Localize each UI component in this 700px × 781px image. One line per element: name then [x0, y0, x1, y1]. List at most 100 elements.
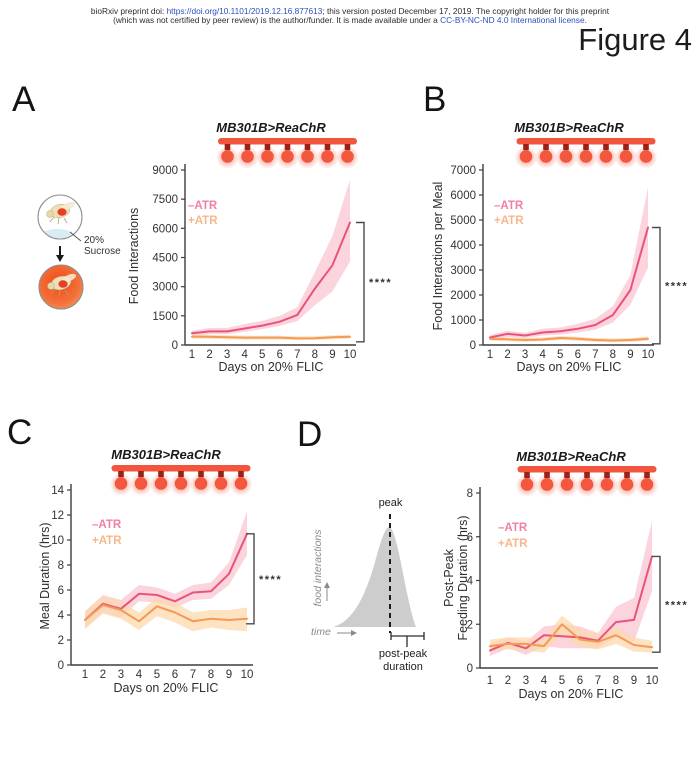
- led-connector-icon: [564, 472, 570, 479]
- x-tick-label: 10: [642, 349, 655, 361]
- led-bulb-icon: [519, 150, 533, 163]
- band-minus-atr: [192, 179, 350, 337]
- led-bulb-icon: [620, 478, 634, 491]
- panel-c-x-axis-label: Days on 20% FLIC: [113, 681, 219, 695]
- chart-panel-B: [479, 164, 661, 346]
- license-link[interactable]: CC-BY-NC-ND 4.0 International license: [440, 15, 585, 25]
- led-connector-icon: [603, 144, 609, 151]
- x-tick-label: 7: [595, 675, 601, 687]
- led-strip: [216, 138, 359, 169]
- y-tick-label: 7000: [450, 165, 476, 177]
- significance-bracket: [246, 533, 255, 625]
- led-strip: [515, 466, 659, 497]
- x-tick-label: 7: [592, 349, 598, 361]
- led-connector-icon: [118, 471, 124, 478]
- x-tick-label: 6: [277, 349, 283, 361]
- y-tick-label: 6000: [152, 223, 178, 235]
- x-tick-label: 7: [190, 669, 196, 681]
- x-tick-label: 2: [504, 349, 510, 361]
- x-tick-label: 1: [487, 675, 493, 687]
- doi-link[interactable]: https://doi.org/10.1101/2019.12.16.87761…: [166, 6, 323, 16]
- led-bulb-icon: [214, 477, 228, 490]
- line-minus-atr: [489, 226, 649, 339]
- peak-inset-x-label: time: [311, 626, 331, 638]
- led-connector-icon: [604, 472, 610, 479]
- post-peak-schematic: [324, 514, 425, 647]
- led-bulb-icon: [221, 150, 234, 163]
- post-peak-label-line2: duration: [383, 660, 423, 673]
- y-tick-label: 8: [58, 560, 64, 572]
- led-bulb-icon: [241, 150, 254, 163]
- led-connector-icon: [238, 471, 244, 478]
- x-tick-label: 10: [241, 669, 254, 681]
- peak-label: peak: [378, 497, 403, 509]
- x-tick-label: 9: [226, 669, 232, 681]
- x-tick-label: 2: [505, 675, 511, 687]
- led-bar: [111, 465, 251, 472]
- x-tick-label: 7: [294, 349, 300, 361]
- led-bulb-icon: [194, 477, 208, 490]
- band-minus-atr: [490, 521, 652, 656]
- legend-minus-atr: –ATR: [92, 519, 122, 531]
- panel-d-y-axis-label-line2: Feeding Duration (hrs): [456, 515, 470, 641]
- fly-icon: [47, 273, 77, 297]
- x-tick-label: 1: [487, 349, 493, 361]
- panel-b-genotype-title: MB301B>ReaChR: [514, 120, 624, 135]
- fly-icon: [46, 201, 76, 225]
- pointer-line: [69, 231, 82, 242]
- x-tick-label: 8: [613, 675, 619, 687]
- axes: [482, 164, 654, 346]
- y-tick-label: 3000: [450, 265, 476, 277]
- y-tick-label: 0: [470, 340, 476, 352]
- led-bulb-icon: [234, 477, 248, 490]
- significance-stars: ****: [665, 281, 688, 293]
- led-connector-icon: [198, 471, 204, 478]
- led-bulb-icon: [640, 478, 654, 491]
- legend-plus-atr: +ATR: [92, 535, 122, 547]
- led-connector-icon: [158, 471, 164, 478]
- led-bar: [218, 138, 357, 145]
- y-tick-label: 4000: [450, 240, 476, 252]
- y-tick-label: 10: [51, 535, 64, 547]
- panel-letter-c: C: [7, 413, 33, 452]
- significance-bracket: [356, 221, 365, 343]
- led-connector-icon: [623, 144, 629, 151]
- led-bulb-icon: [600, 478, 614, 491]
- led-connector-icon: [583, 144, 589, 151]
- x-tick-label: 6: [575, 349, 581, 361]
- y-tick-label: 3000: [152, 282, 178, 294]
- y-tick-label: 14: [51, 485, 64, 497]
- x-tick-label: 4: [541, 675, 548, 687]
- led-connector-icon: [584, 472, 590, 479]
- panel-a-genotype-title: MB301B>ReaChR: [216, 120, 326, 135]
- led-bar: [517, 466, 657, 473]
- y-tick-label: 5000: [450, 215, 476, 227]
- x-tick-label: 3: [224, 349, 230, 361]
- x-tick-label: 10: [646, 675, 659, 687]
- led-connector-icon: [624, 472, 630, 479]
- panel-letter-d: D: [297, 415, 323, 454]
- y-tick-label: 4: [467, 576, 474, 588]
- y-tick-label: 6000: [450, 190, 476, 202]
- led-bulb-icon: [134, 477, 148, 490]
- x-tick-label: 8: [610, 349, 616, 361]
- x-tick-label: 5: [557, 349, 563, 361]
- line-minus-atr: [191, 221, 351, 335]
- led-bulb-icon: [560, 478, 574, 491]
- post-peak-bracket: [390, 632, 425, 647]
- led-strip: [514, 138, 658, 169]
- line-plus-atr: [489, 623, 653, 649]
- panel-d-x-axis-label: Days on 20% FLIC: [518, 687, 624, 701]
- panel-c-genotype-title: MB301B>ReaChR: [111, 447, 221, 462]
- led-bulb-icon: [520, 478, 534, 491]
- y-tick-label: 2: [467, 619, 473, 631]
- led-bar: [516, 138, 656, 145]
- led-bulb-icon: [281, 150, 294, 163]
- x-tick-label: 3: [523, 675, 529, 687]
- line-plus-atr: [489, 337, 649, 342]
- led-connector-icon: [304, 144, 311, 151]
- led-bulb-icon: [114, 477, 128, 490]
- led-bulb-icon: [301, 150, 314, 163]
